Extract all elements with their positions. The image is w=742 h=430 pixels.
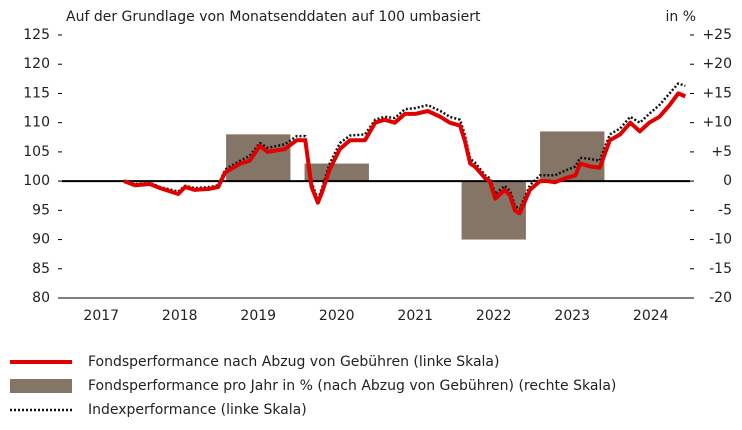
y-tick-label: 100 — [23, 173, 50, 189]
y2-unit-label: in % — [665, 9, 696, 25]
y-tick-label: 105 — [23, 144, 50, 160]
y2-tick-label: +5 — [711, 144, 732, 160]
x-tick-label: 2019 — [240, 308, 276, 324]
y2-tick-label: +20 — [702, 56, 732, 72]
chart-title: Auf der Grundlage von Monatsenddaten auf… — [66, 9, 481, 25]
line — [123, 82, 686, 211]
y2-tick-label: -20 — [709, 290, 732, 306]
y2-tick-label: 0 — [723, 173, 732, 189]
bar — [304, 163, 369, 182]
bar — [226, 134, 291, 182]
y-tick-label: 95 — [32, 202, 50, 218]
y2-tick-label: -15 — [709, 261, 732, 277]
y-tick-label: 85 — [32, 261, 50, 277]
x-tick-label: 2023 — [554, 308, 590, 324]
legend-label: Fondsperformance pro Jahr in % (nach Abz… — [88, 378, 616, 394]
line — [123, 91, 687, 216]
y-tick-label: 90 — [32, 232, 50, 248]
y2-tick-label: +15 — [702, 85, 732, 101]
x-tick-label: 2024 — [633, 308, 669, 324]
bar — [540, 131, 605, 182]
y-tick-label: 110 — [23, 115, 50, 131]
x-tick-label: 2017 — [83, 308, 119, 324]
legend-label: Indexperformance (linke Skala) — [88, 402, 307, 418]
y2-tick-label: -10 — [709, 232, 732, 248]
y2-tick-label: -5 — [718, 202, 732, 218]
x-tick-label: 2018 — [162, 308, 198, 324]
y-tick-label: 120 — [23, 56, 50, 72]
y-tick-label: 80 — [32, 290, 50, 306]
x-tick-label: 2020 — [319, 308, 355, 324]
y2-tick-label: +10 — [702, 115, 732, 131]
x-tick-label: 2022 — [476, 308, 512, 324]
x-tick-label: 2021 — [397, 308, 433, 324]
legend-swatch — [10, 379, 72, 393]
legend-label: Fondsperformance nach Abzug von Gebühren… — [88, 354, 499, 370]
y-tick-label: 115 — [23, 85, 50, 101]
y2-tick-label: +25 — [702, 27, 732, 43]
y-tick-label: 125 — [23, 27, 50, 43]
